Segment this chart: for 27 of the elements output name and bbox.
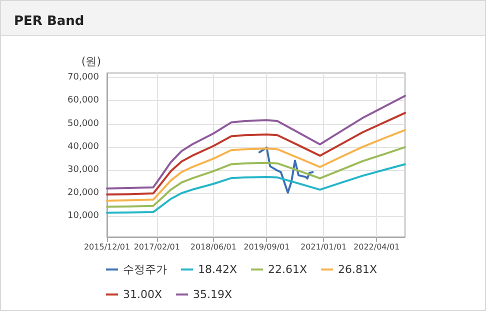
y-tick-label: 30,000 bbox=[68, 165, 100, 176]
chart-title: PER Band bbox=[14, 14, 84, 29]
line-series bbox=[106, 146, 406, 208]
x-tick-label: 2017/02/01 bbox=[134, 242, 180, 252]
x-tick-label: 2021/01/01 bbox=[300, 242, 347, 252]
legend-label: 18.42X bbox=[198, 263, 238, 276]
y-tick-label: 50,000 bbox=[68, 118, 100, 129]
line-series bbox=[106, 163, 406, 214]
y-tick-label: 70,000 bbox=[68, 72, 100, 83]
x-tick-label: 2022/04/01 bbox=[354, 242, 400, 252]
x-tick-label: 2018/06/01 bbox=[190, 242, 236, 252]
y-tick-label: 40,000 bbox=[68, 142, 100, 152]
y-tick-label: 20,000 bbox=[68, 188, 100, 198]
legend-label: 35.19X bbox=[193, 288, 233, 301]
y-axis-title: (원) bbox=[81, 55, 101, 68]
y-tick-label: 60,000 bbox=[68, 96, 100, 106]
line-series bbox=[106, 94, 406, 190]
legend-label: 26.81X bbox=[338, 263, 378, 276]
x-tick-label: 2015/12/01 bbox=[84, 242, 130, 252]
x-tick-label: 2019/09/01 bbox=[244, 242, 290, 252]
line-series bbox=[258, 146, 314, 194]
y-tick-label: 10,000 bbox=[68, 211, 100, 222]
legend-label: 수정주가 bbox=[123, 263, 167, 276]
line-series bbox=[106, 112, 406, 196]
line-series bbox=[106, 129, 406, 202]
legend-label: 22.61X bbox=[268, 263, 308, 276]
legend-label: 31.00X bbox=[123, 288, 162, 301]
